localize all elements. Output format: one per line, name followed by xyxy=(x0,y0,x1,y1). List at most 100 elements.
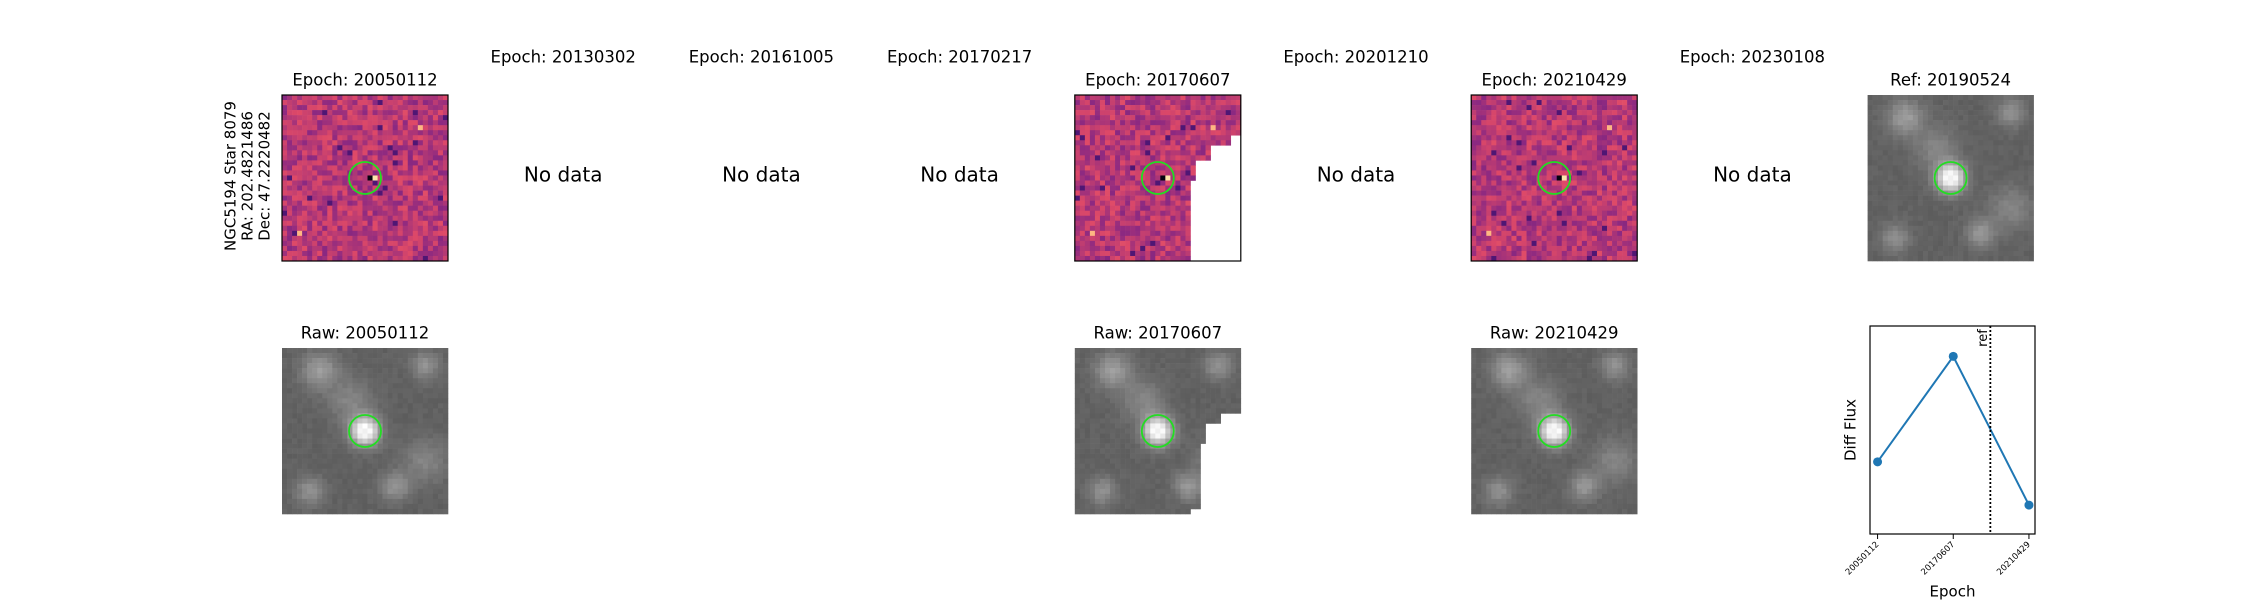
pixel xyxy=(1907,185,1914,191)
pixel xyxy=(352,160,358,166)
pixel xyxy=(1556,125,1563,131)
pixel xyxy=(297,250,303,257)
pixel xyxy=(1612,100,1618,106)
pixel xyxy=(422,230,429,237)
pixel xyxy=(1170,160,1176,166)
pixel xyxy=(337,393,343,399)
pixel xyxy=(1526,160,1532,166)
pixel xyxy=(1140,200,1146,206)
pixel xyxy=(1887,250,1894,257)
pixel xyxy=(1511,235,1517,242)
pixel xyxy=(1902,240,1909,247)
pixel xyxy=(1581,165,1588,171)
pixel xyxy=(1867,155,1873,161)
pixel xyxy=(422,353,429,359)
pixel xyxy=(1988,165,1994,171)
pixel xyxy=(352,170,358,176)
pixel xyxy=(1135,225,1141,232)
pixel xyxy=(1185,140,1191,146)
pixel xyxy=(1215,125,1221,131)
pixel xyxy=(1104,225,1111,232)
pixel xyxy=(1165,175,1171,181)
pixel xyxy=(1074,105,1081,111)
pixel xyxy=(1632,105,1638,111)
pixel xyxy=(1130,100,1136,106)
pixel xyxy=(427,165,434,171)
pixel xyxy=(1094,135,1101,141)
pixel xyxy=(1958,220,1964,227)
pixel xyxy=(1892,125,1899,131)
pixel xyxy=(342,448,348,454)
pixel xyxy=(432,240,439,247)
pixel xyxy=(2018,245,2024,252)
pixel xyxy=(1471,130,1477,136)
pixel xyxy=(1867,180,1873,186)
pixel xyxy=(307,250,313,257)
pixel xyxy=(1591,255,1598,262)
pixel xyxy=(297,230,303,237)
pixel xyxy=(402,165,409,171)
pixel xyxy=(337,205,343,211)
pixel xyxy=(1079,145,1086,151)
pixel xyxy=(2028,200,2034,206)
pixel xyxy=(1596,220,1603,227)
pixel xyxy=(332,393,338,399)
pixel xyxy=(1511,160,1517,166)
pixel xyxy=(1973,165,1979,171)
pixel xyxy=(302,458,308,464)
pixel xyxy=(1917,135,1924,141)
pixel xyxy=(1165,165,1171,171)
pixel xyxy=(402,150,409,156)
pixel xyxy=(347,418,353,424)
pixel xyxy=(1917,255,1924,262)
pixel xyxy=(347,438,353,444)
pixel xyxy=(1591,95,1598,101)
pixel xyxy=(1627,170,1633,176)
pixel xyxy=(1963,190,1969,196)
pixel xyxy=(1907,245,1914,252)
pixel xyxy=(1617,175,1623,181)
pixel xyxy=(437,448,444,454)
pixel xyxy=(1988,135,1994,141)
pixel xyxy=(1531,165,1537,171)
pixel xyxy=(352,110,358,116)
pixel xyxy=(1496,195,1502,201)
pixel xyxy=(1902,155,1909,161)
pixel xyxy=(437,110,444,116)
pixel xyxy=(2013,190,2019,196)
pixel xyxy=(1079,155,1086,161)
pixel xyxy=(1516,245,1522,252)
pixel xyxy=(1079,245,1086,252)
pixel xyxy=(1120,110,1126,116)
pixel xyxy=(1902,230,1909,237)
pixel xyxy=(397,250,404,257)
pixel xyxy=(317,463,323,470)
pixel xyxy=(1501,240,1507,247)
pixel xyxy=(2028,145,2034,151)
pixel xyxy=(387,358,393,364)
pixel xyxy=(292,155,298,161)
pixel xyxy=(1185,205,1191,211)
pixel xyxy=(442,165,449,171)
pixel xyxy=(1220,115,1227,121)
pixel xyxy=(352,100,358,106)
pixel xyxy=(407,180,414,186)
pixel xyxy=(397,428,404,434)
pixel xyxy=(422,160,429,166)
pixel xyxy=(1988,170,1994,176)
pixel xyxy=(1501,235,1507,242)
pixel xyxy=(297,235,303,242)
pixel xyxy=(1521,140,1527,146)
pixel xyxy=(372,388,378,394)
pixel xyxy=(1541,105,1547,111)
pixel xyxy=(387,413,393,419)
pixel xyxy=(307,105,313,111)
pixel xyxy=(442,95,449,101)
pixel xyxy=(387,398,393,404)
pixel xyxy=(1953,155,1959,161)
pixel xyxy=(302,433,308,439)
pixel xyxy=(1195,135,1201,141)
pixel xyxy=(397,190,404,196)
pixel xyxy=(1998,170,2004,176)
pixel xyxy=(422,180,429,186)
